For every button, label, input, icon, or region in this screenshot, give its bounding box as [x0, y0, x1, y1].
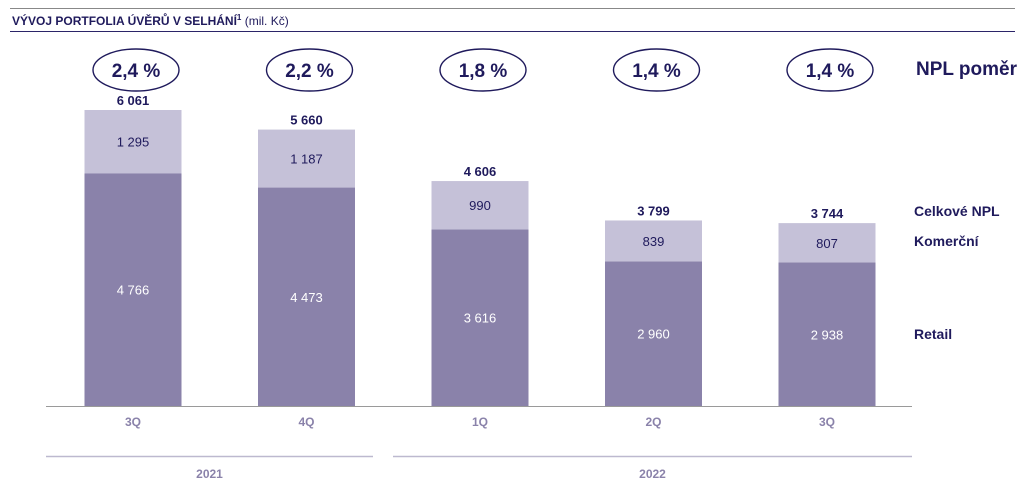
npl-ratio-label: 1,4 % — [632, 61, 681, 82]
npl-ratio-label: 2,4 % — [112, 61, 161, 82]
bar-retail — [431, 229, 529, 406]
npl-ratio-label: 1,8 % — [459, 61, 508, 82]
data-label-komercni: 1 295 — [117, 135, 150, 150]
data-label-retail: 2 938 — [811, 327, 844, 342]
data-label-retail: 3 616 — [464, 311, 497, 326]
x-tick-label: 1Q — [472, 415, 488, 429]
legend-total-npl: Celkové NPL — [914, 203, 1000, 219]
x-tick-label: 3Q — [819, 415, 835, 429]
data-label-retail: 4 766 — [117, 283, 150, 298]
npl-ratio-label: 1,4 % — [806, 61, 855, 82]
legend-komercni: Komerční — [914, 233, 979, 249]
year-group-label: 2021 — [196, 467, 223, 481]
chart-title-text: VÝVOJ PORTFOLIA ÚVĚRŮ V SELHÁNÍ — [12, 14, 237, 28]
data-label-komercni: 839 — [643, 234, 665, 249]
npl-ratio-ellipse — [92, 48, 180, 92]
legend-retail: Retail — [914, 326, 953, 342]
data-label-total: 4 606 — [464, 164, 497, 179]
bar-retail — [258, 187, 355, 406]
data-label-komercni: 990 — [469, 198, 491, 213]
npl-ratio-ellipse — [265, 48, 354, 92]
chart-header: VÝVOJ PORTFOLIA ÚVĚRŮ V SELHÁNÍ1 (mil. K… — [10, 8, 1015, 32]
bar-komercni — [84, 110, 182, 174]
data-label-total: 3 744 — [811, 206, 844, 221]
chart-title: VÝVOJ PORTFOLIA ÚVĚRŮ V SELHÁNÍ1 (mil. K… — [12, 13, 289, 28]
data-label-total: 5 660 — [290, 113, 323, 128]
bar-komercni — [778, 223, 876, 263]
data-label-total: 3 799 — [637, 203, 670, 218]
data-label-komercni: 807 — [816, 236, 838, 251]
npl-ratio-ellipse — [786, 48, 874, 92]
bar-retail — [605, 261, 702, 406]
x-tick-label: 3Q — [125, 415, 141, 429]
bar-komercni — [431, 181, 529, 230]
chart-subtitle: (mil. Kč) — [244, 14, 289, 28]
npl-ratio-ellipse — [612, 48, 701, 92]
bar-komercni — [605, 220, 702, 262]
footnote-marker: 1 — [236, 13, 242, 22]
npl-ratio-ellipse — [439, 48, 527, 92]
x-tick-label: 2Q — [645, 415, 661, 429]
bar-komercni — [258, 129, 355, 188]
year-group-label: 2022 — [639, 467, 666, 481]
data-label-retail: 2 960 — [637, 327, 670, 342]
data-label-retail: 4 473 — [290, 290, 323, 305]
bar-retail — [84, 173, 182, 406]
bar-retail — [778, 262, 876, 406]
legend-npl-ratio: NPL poměr — [916, 59, 1018, 80]
x-tick-label: 4Q — [298, 415, 314, 429]
data-label-total: 6 061 — [117, 93, 150, 108]
npl-ratio-label: 2,2 % — [285, 61, 334, 82]
data-label-komercni: 1 187 — [290, 152, 323, 167]
